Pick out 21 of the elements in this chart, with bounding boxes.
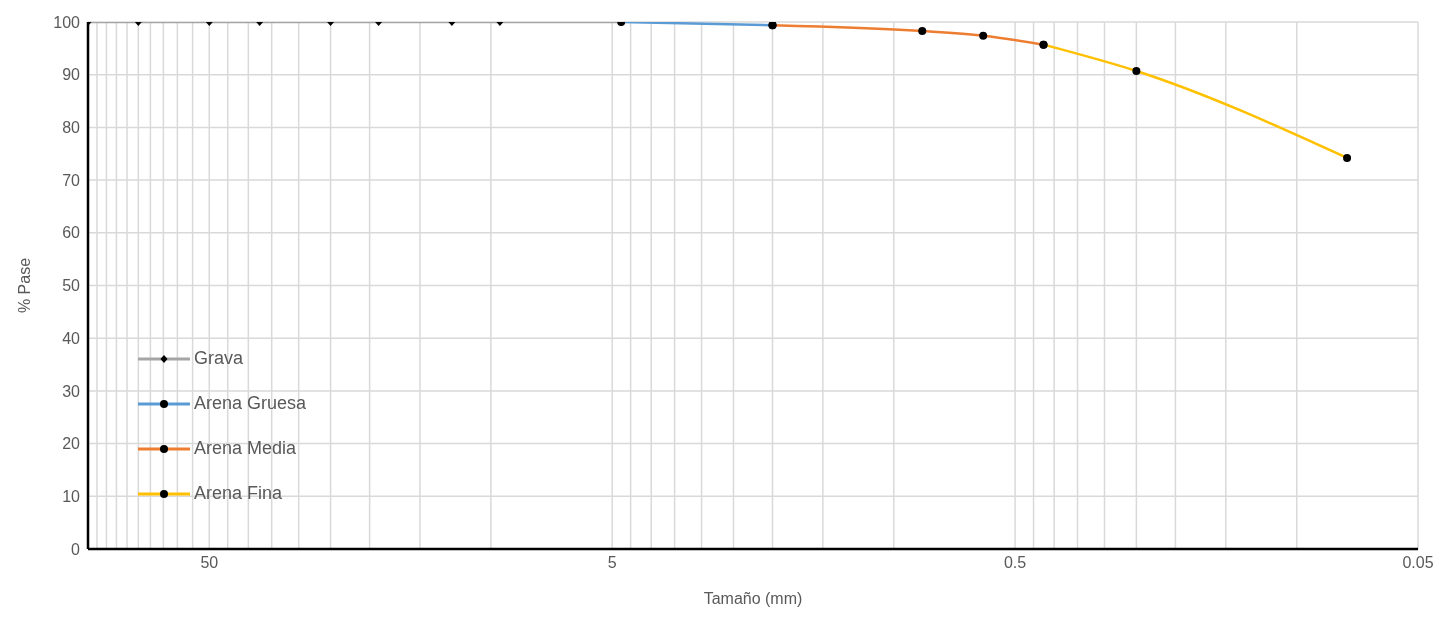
legend-label: Arena Fina [194, 483, 283, 504]
legend-label: Arena Gruesa [194, 393, 307, 414]
y-tick-label: 50 [62, 277, 81, 295]
y-tick-label: 80 [62, 119, 81, 137]
x-tick-label: 50 [200, 554, 219, 572]
x-tick-label: 0.05 [1402, 554, 1434, 572]
y-tick-label: 100 [53, 13, 81, 31]
y-tick-label: 0 [71, 540, 81, 558]
y-tick-label: 60 [62, 224, 81, 242]
y-axis-title: % Pase [15, 257, 33, 314]
y-tick-label: 70 [62, 171, 81, 189]
legend-label: Arena Media [194, 438, 297, 459]
y-tick-label: 30 [62, 382, 81, 400]
x-tick-label: 5 [607, 554, 617, 572]
legend-label: Grava [194, 348, 244, 369]
x-tick-label: 0.5 [1003, 554, 1027, 572]
y-tick-label: 20 [62, 435, 81, 453]
y-tick-label: 10 [62, 487, 81, 505]
x-axis-title: Tamaño (mm) [703, 590, 803, 607]
y-tick-label: 40 [62, 329, 81, 347]
y-tick-label: 90 [62, 66, 81, 84]
